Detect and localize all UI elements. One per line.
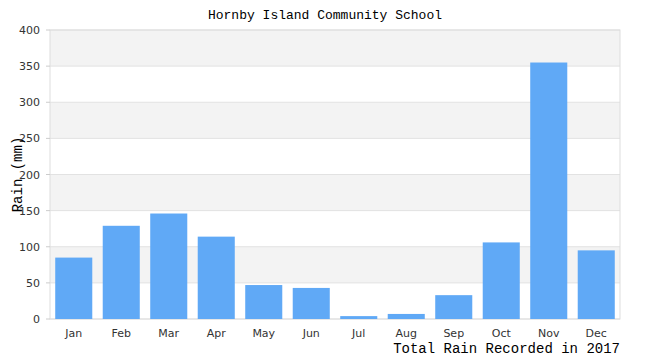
bar [150, 214, 187, 319]
grid-band [50, 30, 620, 66]
bar [388, 314, 425, 319]
bar [578, 250, 615, 319]
y-tick-label: 400 [19, 24, 40, 37]
y-tick [46, 66, 50, 67]
x-tick-label: Dec [586, 327, 607, 340]
title: Hornby Island Community School [208, 8, 442, 23]
y-tick [46, 30, 50, 31]
bar [340, 316, 377, 319]
chart-container: 050100150200250300350400JanFebMarAprMayJ… [0, 0, 650, 360]
y-tick [46, 319, 50, 320]
x-tick-label: Apr [207, 327, 227, 340]
y-tick [46, 246, 50, 247]
x-axis-label: Total Rain Recorded in 2017 [393, 341, 620, 357]
bar [435, 295, 472, 319]
x-tick-label: May [252, 327, 275, 340]
plot-background [50, 30, 620, 319]
x-tick-label: Oct [492, 327, 512, 340]
bar [530, 63, 567, 319]
x-tick-label: Jun [302, 327, 320, 340]
bar [55, 258, 92, 319]
y-tick [46, 138, 50, 139]
bar [483, 242, 520, 319]
plot-frame [50, 30, 620, 319]
y-tick [46, 102, 50, 103]
y-tick [46, 174, 50, 175]
bar [293, 288, 330, 319]
bars [55, 63, 615, 319]
x-tick-label: Mar [158, 327, 179, 340]
y-tick-label: 0 [33, 313, 40, 326]
x-tick-label: Jan [64, 327, 82, 340]
x-tick-label: Aug [396, 327, 417, 340]
bar [103, 226, 140, 319]
x-tick-label: Nov [538, 327, 560, 340]
y-tick [46, 210, 50, 211]
bar [198, 237, 235, 319]
bar [245, 285, 282, 319]
y-tick-label: 100 [19, 241, 40, 254]
y-tick [46, 282, 50, 283]
x-tick-label: Jul [351, 327, 365, 340]
y-tick-label: 50 [26, 277, 40, 290]
y-tick-label: 350 [19, 60, 40, 73]
x-tick-label: Feb [112, 327, 131, 340]
y-axis-label: Rain (mm) [10, 137, 26, 213]
y-tick-label: 300 [19, 96, 40, 109]
chart: 050100150200250300350400JanFebMarAprMayJ… [0, 0, 650, 360]
x-tick-label: Sep [443, 327, 464, 340]
